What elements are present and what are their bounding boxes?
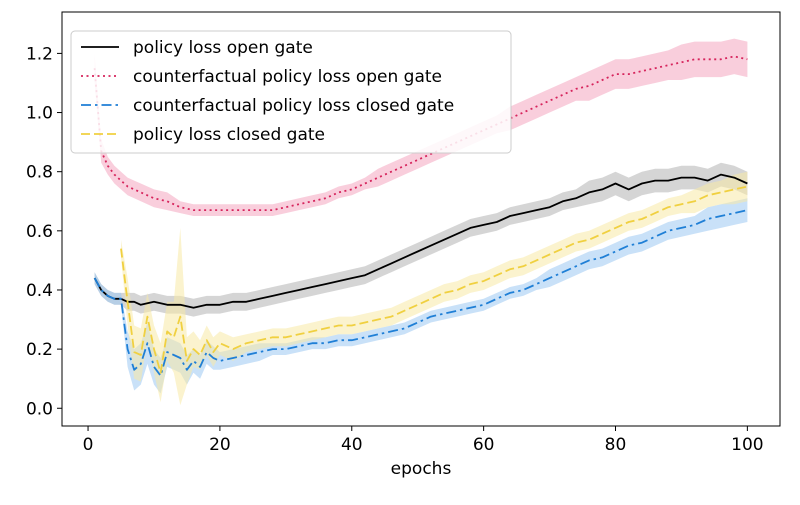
y-tick-label: 0.4: [26, 281, 53, 301]
x-tick-label: 20: [209, 435, 231, 455]
legend-label: policy loss closed gate: [133, 125, 325, 145]
y-axis: 0.0 0.2 0.4 0.6 0.8 1.0 1.2: [26, 44, 62, 419]
legend-label: policy loss open gate: [133, 38, 313, 58]
legend: policy loss open gate counterfactual poli…: [70, 30, 512, 154]
line-series-1: [93, 173, 748, 309]
legend-label: counterfactual policy loss open gate: [133, 67, 442, 87]
confidence-bands: [94, 38, 748, 406]
x-tick-label: 60: [473, 435, 495, 455]
x-tick-label: 40: [341, 435, 363, 455]
band-series-4: [121, 171, 748, 406]
x-tick-label: 80: [605, 435, 627, 455]
y-tick-label: 1.0: [26, 104, 53, 124]
x-tick-label: 0: [83, 435, 94, 455]
y-tick-label: 1.2: [26, 44, 53, 64]
y-tick-label: 0.8: [26, 163, 53, 183]
line-series-3: [93, 209, 748, 377]
band-series-2: [94, 38, 748, 216]
x-tick-label: 100: [731, 435, 763, 455]
x-axis: 0 20 40 60 80 100: [83, 426, 764, 455]
x-axis-label: epochs: [391, 459, 452, 479]
y-tick-label: 0.2: [26, 340, 53, 360]
legend-label: counterfactual policy loss closed gate: [133, 96, 454, 116]
series-lines: [93, 55, 748, 377]
legend-box: [70, 30, 512, 154]
band-series-1: [94, 162, 748, 317]
plot-frame: [61, 11, 781, 427]
y-tick-label: 0.6: [26, 222, 53, 242]
y-tick-label: 0.0: [26, 399, 53, 419]
line-series-4: [120, 185, 748, 374]
